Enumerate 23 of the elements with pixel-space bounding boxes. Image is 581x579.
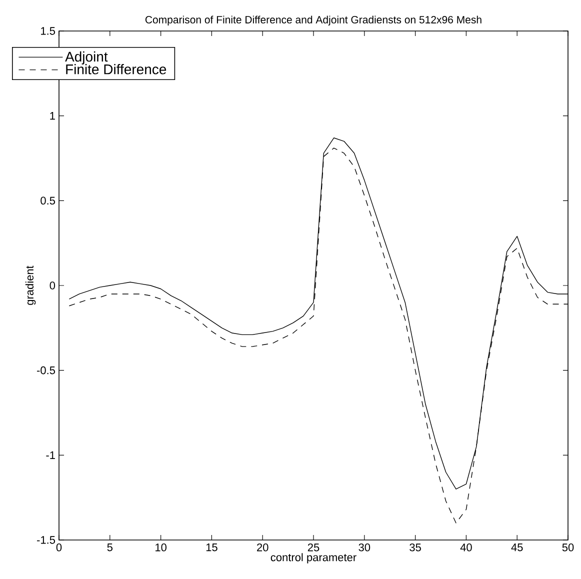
y-tick-label: 1.5 — [41, 27, 56, 35]
x-tick-label: 30 — [358, 544, 370, 552]
y-axis-title: gradient — [25, 266, 36, 305]
y-tick-label: 0 — [50, 282, 56, 290]
x-tick-label: 45 — [511, 544, 523, 552]
y-tick-label: -1 — [46, 451, 55, 459]
x-tick-label: 50 — [562, 544, 574, 552]
legend-label: Finite Difference — [66, 64, 166, 74]
x-tick-label: 0 — [56, 544, 62, 552]
x-tick-label: 10 — [156, 544, 166, 552]
x-tick-label: 5 — [107, 544, 112, 552]
x-tick-label: 15 — [206, 544, 218, 552]
chart-title: Comparison of Finite Difference and Adjoint Gradiensts on 512x96 Mesh — [145, 16, 482, 26]
y-tick-label: -0.5 — [37, 366, 56, 374]
y-tick-label: 1 — [50, 112, 55, 120]
x-tick-label: 40 — [460, 544, 472, 552]
x-tick-label: 20 — [257, 544, 268, 552]
x-tick-label: 35 — [410, 544, 421, 552]
x-tick-label: 25 — [308, 544, 320, 552]
legend-label: Adjoint — [65, 51, 108, 64]
y-tick-label: 0.5 — [40, 196, 56, 205]
x-axis-title: control parameter — [270, 553, 356, 564]
y-tick-label: -1.5 — [37, 536, 56, 544]
